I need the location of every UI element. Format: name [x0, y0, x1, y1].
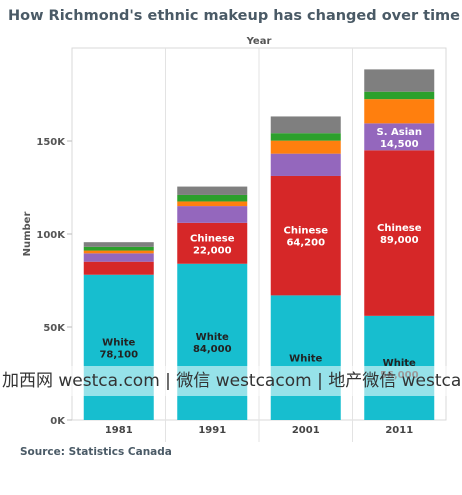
y-axis-title: Number — [22, 212, 33, 257]
bar-segment — [270, 133, 341, 141]
bar-segment — [364, 69, 435, 92]
bar-segment — [364, 123, 435, 151]
bar-segment — [83, 246, 154, 251]
data-label: 84,000 — [193, 344, 232, 355]
chart-title: How Richmond's ethnic makeup has changed… — [8, 8, 460, 24]
data-label: 14,500 — [380, 139, 419, 150]
bar-segment — [270, 295, 341, 420]
data-label: 22,000 — [193, 245, 232, 256]
data-label: White — [383, 358, 416, 369]
y-tick-label: 0K — [50, 416, 66, 427]
bar-segment — [270, 140, 341, 154]
x-tick-label: 1981 — [105, 425, 133, 436]
bar-segment — [364, 99, 435, 124]
bar-segment — [270, 153, 341, 176]
data-label: White — [102, 337, 135, 348]
bar-segment — [177, 194, 248, 202]
y-tick-label: 100K — [36, 230, 66, 241]
data-label: Chinese — [377, 223, 422, 234]
bar-segment — [177, 222, 248, 264]
bar-segment — [83, 250, 154, 254]
y-tick-label: 50K — [43, 323, 66, 334]
data-label: Chinese — [190, 233, 235, 244]
data-label: White — [289, 354, 322, 365]
x-axis-title: Year — [246, 36, 272, 47]
bar-segment — [270, 175, 341, 296]
bar-segment — [364, 150, 435, 316]
x-tick-label: 1991 — [198, 425, 226, 436]
x-tick-label: 2011 — [385, 425, 413, 436]
y-tick-label: 150K — [36, 137, 66, 148]
x-tick-label: 2001 — [292, 425, 320, 436]
data-label: 64,200 — [286, 238, 325, 249]
bar-segment — [364, 91, 435, 100]
bar-segment — [177, 206, 248, 223]
data-label: 78,100 — [99, 349, 138, 360]
data-label: White — [196, 332, 229, 343]
data-label: S. Asian — [377, 127, 422, 138]
data-label: 89,000 — [380, 235, 419, 246]
bar-segment — [83, 261, 154, 275]
bar-segment — [83, 253, 154, 262]
watermark: 加西网 westca.com | 微信 westcacom | 地产微信 wes… — [0, 366, 462, 396]
bar-segment — [270, 116, 341, 134]
source-note: Source: Statistics Canada — [20, 446, 172, 458]
bar-segment — [177, 201, 248, 207]
bar-segment — [83, 242, 154, 247]
bar-segment — [177, 186, 248, 195]
data-label: Chinese — [283, 226, 328, 237]
